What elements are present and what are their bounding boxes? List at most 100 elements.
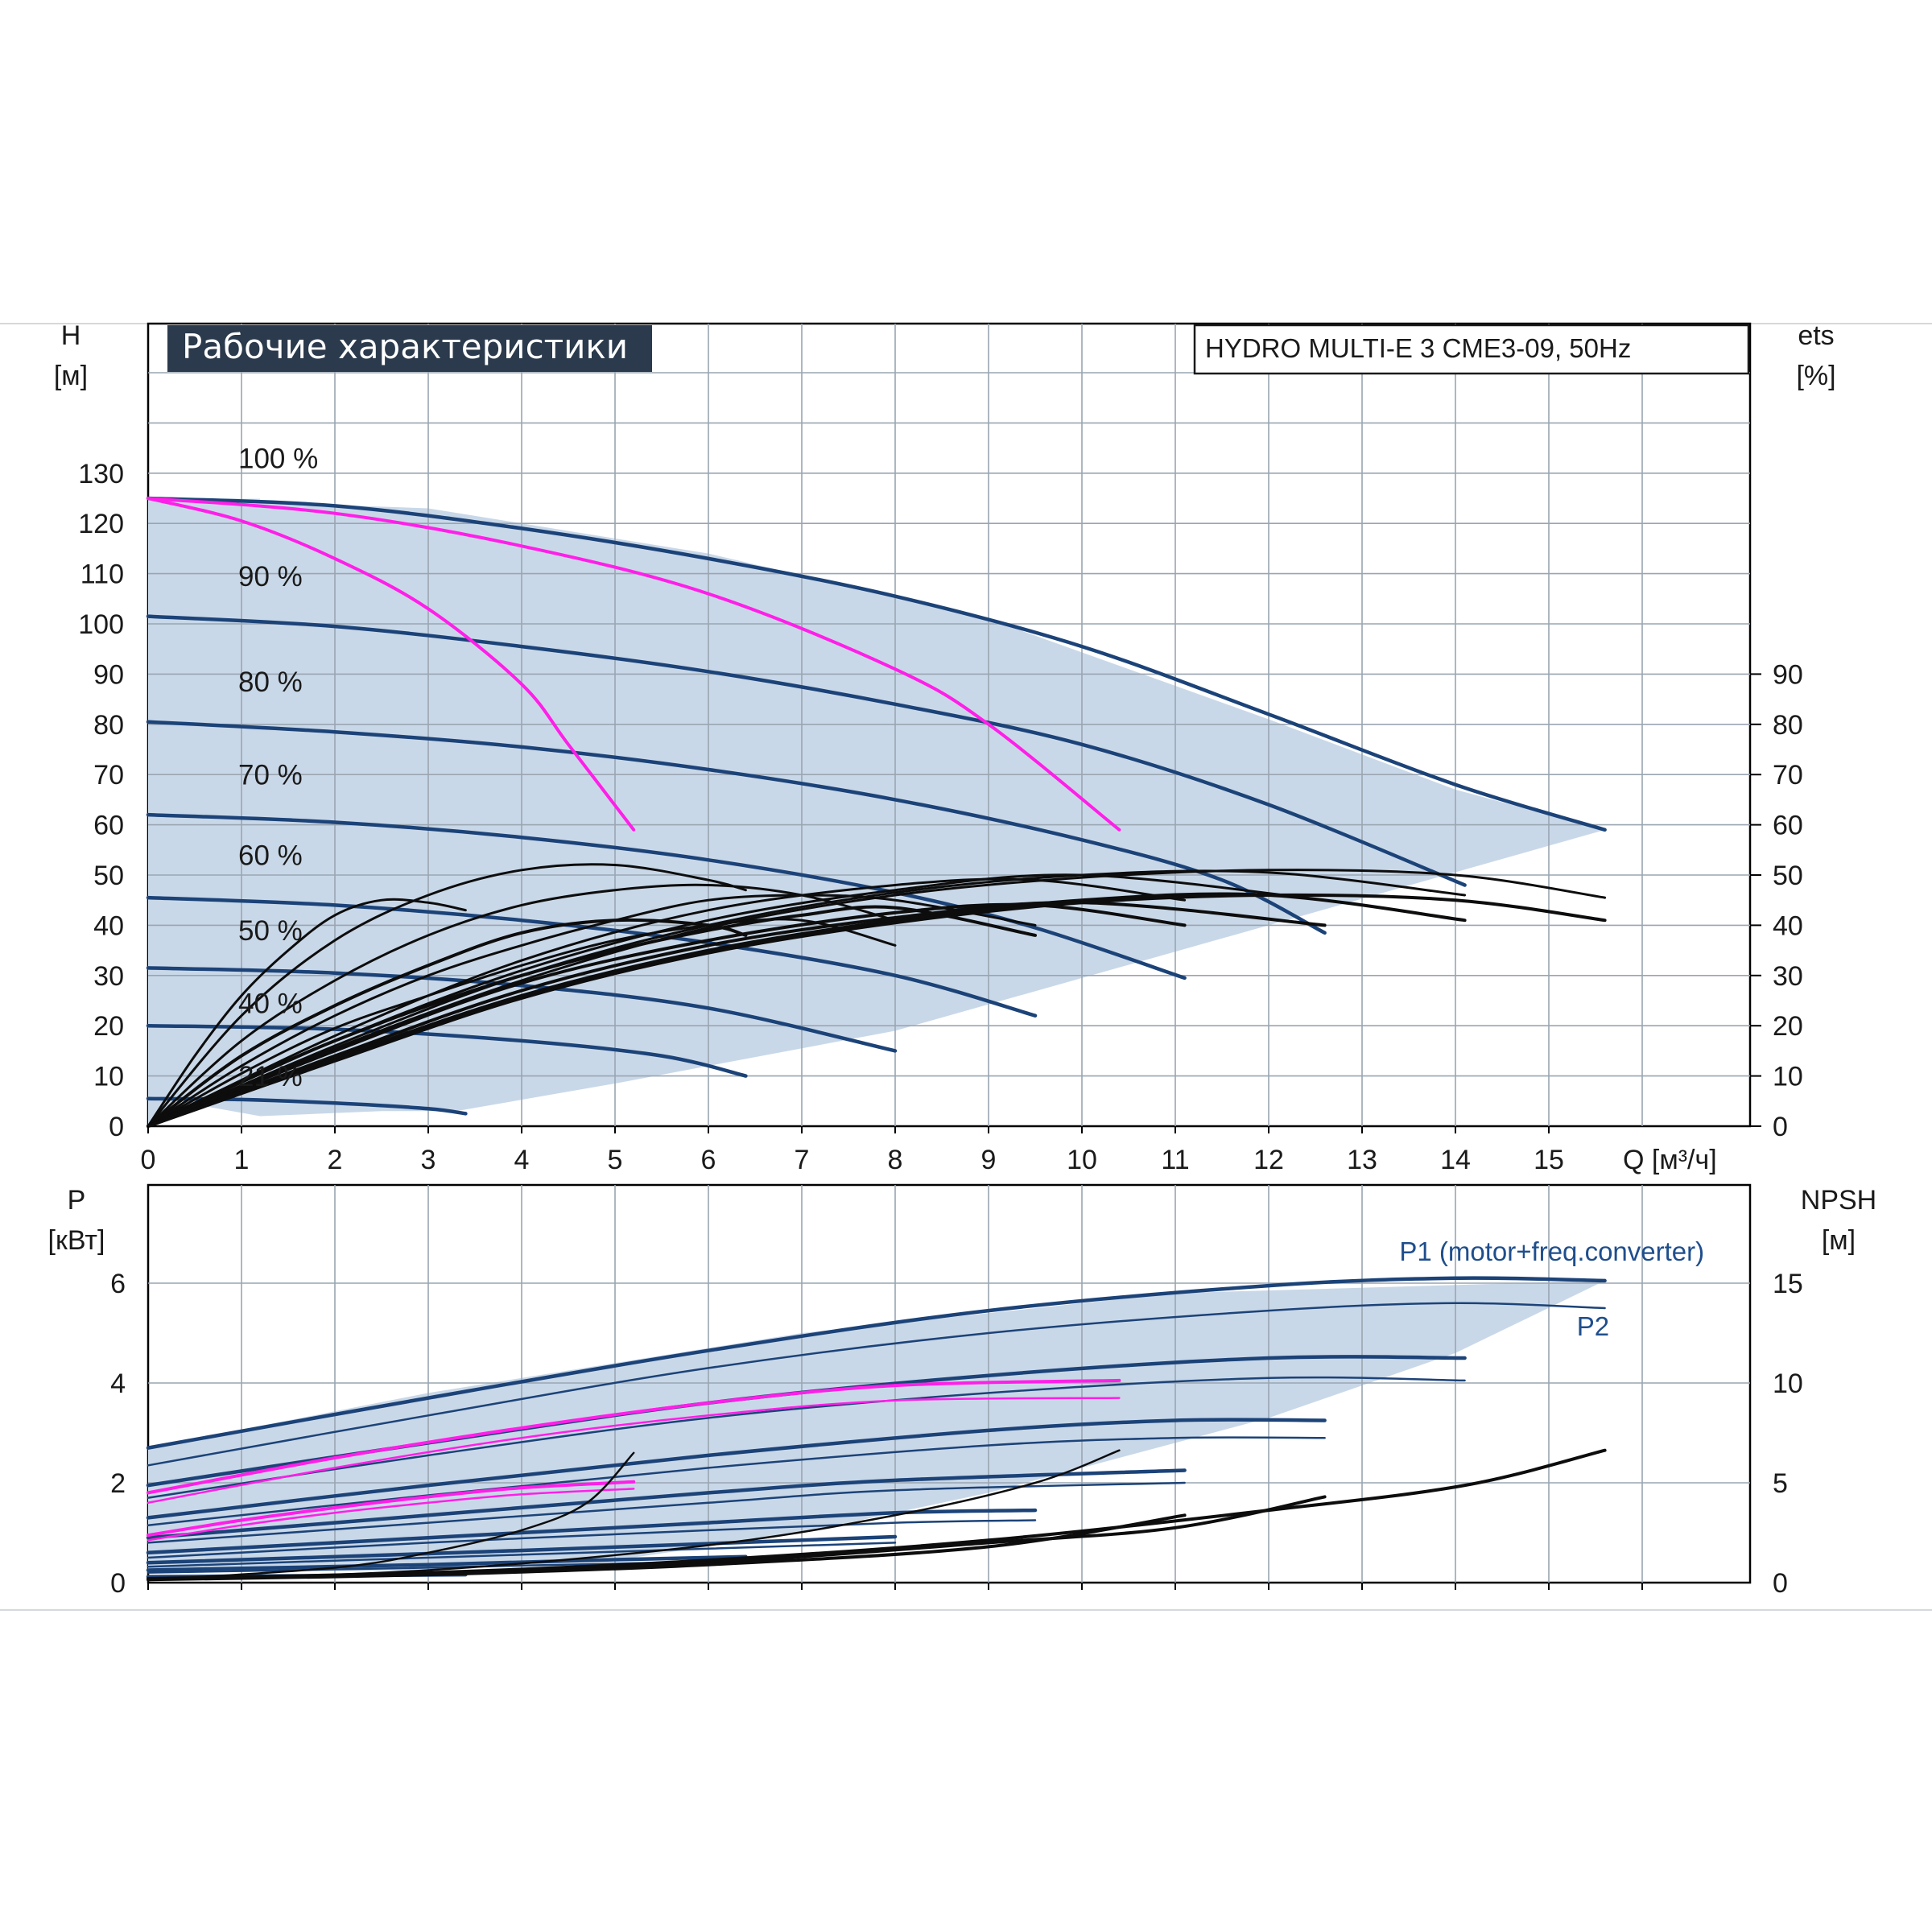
model-label-bound: HYDRO MULTI-E 3 CME3-09, 50Hz <box>1205 333 1631 363</box>
power-curve <box>146 1276 1607 1450</box>
eta-tick-label: 0 <box>1773 1112 1788 1142</box>
efficiency-curve <box>147 898 467 1128</box>
y-tick-label: 100 <box>78 609 124 640</box>
eta-tick-label: 40 <box>1773 910 1803 941</box>
power-curve <box>147 1302 1606 1467</box>
speed-label: 40 % <box>238 989 303 1020</box>
speed-curve <box>146 966 898 1053</box>
eta-tick-label: 20 <box>1773 1011 1803 1042</box>
x-tick-label: 10 <box>1067 1145 1097 1175</box>
power-curve <box>146 1418 1327 1520</box>
x-tick-label: 3 <box>421 1145 436 1175</box>
power-tick-label: 4 <box>110 1368 126 1399</box>
speed-label: 21 % <box>238 1061 303 1092</box>
pump-stage-power-curve <box>147 1488 635 1542</box>
npsh-y-ticks: 0 5 10 15 <box>1773 1269 1803 1599</box>
npsh-tick-label: 0 <box>1773 1568 1788 1599</box>
eta-tick-label: 90 <box>1773 659 1803 690</box>
y-tick-label: 30 <box>93 961 124 992</box>
power-curve <box>147 1376 1466 1499</box>
speed-labels: 100 % 90 % 80 % 70 % 60 % 50 % 40 % 21 % <box>238 444 318 1093</box>
power-curve <box>146 1554 748 1572</box>
power-curve <box>146 1534 898 1565</box>
power-curve <box>147 1519 1037 1559</box>
head-y-ticks: 0 10 20 30 40 50 60 70 80 90 100 110 120 130 <box>78 459 124 1142</box>
speed-curve <box>146 812 1187 980</box>
npsh-tick-label: 10 <box>1773 1368 1803 1399</box>
efficiency-curve <box>147 893 1607 1128</box>
power-grid <box>147 1185 1750 1590</box>
y-tick-label: 110 <box>80 559 124 590</box>
npsh-curve <box>147 1449 1121 1582</box>
power-curve <box>147 1542 897 1568</box>
power-tick-label: 0 <box>110 1568 126 1599</box>
eta-y-label-unit: [%] <box>1796 361 1835 391</box>
pump-stage-curve <box>147 497 636 832</box>
efficiency-curve <box>147 869 1467 1128</box>
efficiency-curve <box>147 863 747 1128</box>
speed-curve <box>146 720 1327 935</box>
x-tick-label: 8 <box>888 1145 903 1175</box>
x-tick-label: 4 <box>514 1145 530 1175</box>
speed-label: 70 % <box>238 760 303 791</box>
y-tick-label: 50 <box>93 861 124 891</box>
power-curves <box>146 1276 1607 1582</box>
power-y-label-symbol: P <box>68 1185 86 1216</box>
pump-stage-power-curve <box>147 1378 1121 1495</box>
speed-label: 90 % <box>238 561 303 592</box>
eta-tick-label: 50 <box>1773 861 1803 891</box>
head-y-label-symbol: H <box>61 320 81 351</box>
power-curve <box>147 1481 1186 1544</box>
y-tick-label: 0 <box>109 1112 124 1142</box>
eta-tick-label: 80 <box>1773 710 1803 741</box>
x-axis-label: Q [м³/ч] <box>1623 1145 1717 1175</box>
x-tick-label: 15 <box>1534 1145 1564 1175</box>
power-operating-envelope <box>148 1280 1605 1573</box>
power-y-label-unit: [кВт] <box>48 1225 105 1256</box>
x-tick-label: 7 <box>795 1145 810 1175</box>
x-tick-label: 1 <box>234 1145 250 1175</box>
x-tick-label: 12 <box>1253 1145 1284 1175</box>
eta-tick-label: 30 <box>1773 961 1803 992</box>
power-tick-label: 2 <box>110 1468 126 1499</box>
efficiency-curve <box>147 883 897 1128</box>
speed-curve <box>146 1023 748 1078</box>
curve-annotation: P2 <box>1577 1311 1609 1341</box>
npsh-curve <box>147 1513 1187 1582</box>
npsh-y-label-symbol: NPSH <box>1801 1185 1876 1216</box>
power-y-ticks: 0 2 4 6 <box>110 1269 126 1599</box>
speed-curve <box>146 496 1607 832</box>
head-curves <box>146 496 1607 1128</box>
y-tick-label: 80 <box>93 710 124 741</box>
chart-title: Рабочие характеристики <box>182 327 628 366</box>
efficiency-curve <box>147 877 1187 1128</box>
x-tick-label: 13 <box>1347 1145 1377 1175</box>
x-tick-label: 14 <box>1440 1145 1471 1175</box>
pump-stage-power-curve <box>147 1480 636 1538</box>
y-tick-label: 20 <box>93 1011 124 1042</box>
npsh-tick-label: 15 <box>1773 1269 1803 1299</box>
head-eta-ticks: 0 10 20 30 40 50 60 70 80 90 <box>1750 659 1803 1142</box>
speed-curve <box>146 614 1467 887</box>
x-tick-label: 11 <box>1161 1145 1189 1175</box>
y-tick-label: 70 <box>93 760 124 791</box>
npsh-y-label-unit: [м] <box>1822 1225 1856 1256</box>
y-tick-label: 120 <box>78 509 124 539</box>
y-tick-label: 130 <box>78 459 124 489</box>
y-tick-label: 90 <box>93 659 124 690</box>
x-tick-label: 5 <box>608 1145 623 1175</box>
efficiency-curve <box>147 869 1607 1128</box>
curve-annotation: P1 (motor+freq.converter) <box>1399 1236 1704 1266</box>
x-tick-label: 6 <box>701 1145 716 1175</box>
head-x-ticks: 0 1 2 3 4 5 6 7 8 9 10 11 12 13 14 15 <box>141 1126 1564 1175</box>
x-tick-label: 0 <box>141 1145 156 1175</box>
y-tick-label: 10 <box>93 1062 124 1092</box>
npsh-curve <box>147 1451 635 1582</box>
speed-label: 50 % <box>238 915 303 947</box>
speed-label: 60 % <box>238 840 303 872</box>
npsh-tick-label: 5 <box>1773 1468 1788 1499</box>
pump-stage-curve <box>147 497 1121 832</box>
x-tick-label: 9 <box>981 1145 997 1175</box>
y-tick-label: 40 <box>93 910 124 941</box>
